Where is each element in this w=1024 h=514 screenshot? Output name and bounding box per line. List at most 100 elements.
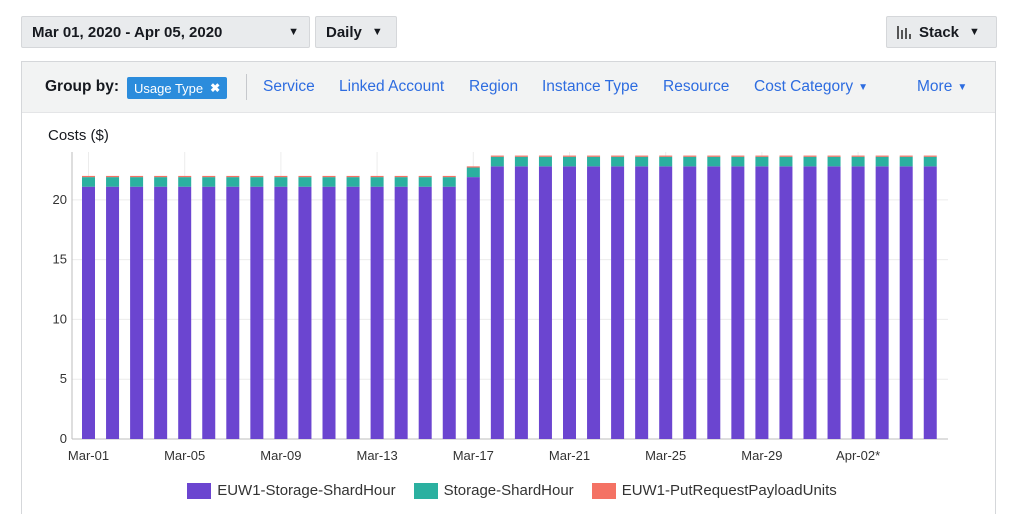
group-option-instance-type[interactable]: Instance Type <box>542 78 639 95</box>
bar-segment-storage-shardhour[interactable] <box>731 156 745 167</box>
date-range-dropdown[interactable]: Mar 01, 2020 - Apr 05, 2020 ▼ <box>21 16 310 48</box>
bar-segment-storage-shardhour[interactable] <box>755 156 769 167</box>
group-option-resource[interactable]: Resource <box>663 78 730 95</box>
bar-segment-euw1-putrequestpayloadunits[interactable] <box>130 175 144 178</box>
bar-segment-euw1-storage-shardhour[interactable] <box>106 186 120 439</box>
bar-segment-euw1-putrequestpayloadunits[interactable] <box>418 175 432 178</box>
bar-segment-euw1-storage-shardhour[interactable] <box>851 166 865 439</box>
bar-segment-euw1-storage-shardhour[interactable] <box>827 166 841 439</box>
bar-segment-euw1-storage-shardhour[interactable] <box>803 166 817 439</box>
group-by-chip-usage-type[interactable]: Usage Type ✖ <box>127 77 228 99</box>
bar-segment-euw1-storage-shardhour[interactable] <box>563 166 576 439</box>
bar-segment-euw1-storage-shardhour[interactable] <box>130 186 144 439</box>
bar-segment-euw1-storage-shardhour[interactable] <box>683 166 697 439</box>
bar-segment-euw1-storage-shardhour[interactable] <box>178 186 192 439</box>
bar-segment-euw1-storage-shardhour[interactable] <box>659 166 673 439</box>
bar-segment-euw1-putrequestpayloadunits[interactable] <box>298 175 312 178</box>
bar-segment-storage-shardhour[interactable] <box>346 177 360 187</box>
bar-segment-euw1-putrequestpayloadunits[interactable] <box>154 175 168 178</box>
chart-style-dropdown[interactable]: Stack ▼ <box>886 16 997 48</box>
bar-segment-euw1-storage-shardhour[interactable] <box>514 166 528 439</box>
bar-segment-euw1-storage-shardhour[interactable] <box>923 166 937 439</box>
bar-segment-euw1-putrequestpayloadunits[interactable] <box>346 175 360 178</box>
bar-segment-storage-shardhour[interactable] <box>130 177 144 187</box>
bar-segment-euw1-storage-shardhour[interactable] <box>226 186 240 439</box>
group-option-cost-category[interactable]: Cost Category ▼ <box>754 78 868 96</box>
bar-segment-storage-shardhour[interactable] <box>322 177 336 187</box>
bar-segment-euw1-putrequestpayloadunits[interactable] <box>731 155 745 157</box>
bar-segment-euw1-putrequestpayloadunits[interactable] <box>755 155 769 157</box>
bar-segment-euw1-putrequestpayloadunits[interactable] <box>899 155 913 157</box>
close-icon[interactable]: ✖ <box>210 81 221 95</box>
bar-segment-storage-shardhour[interactable] <box>707 156 721 167</box>
bar-segment-euw1-storage-shardhour[interactable] <box>154 186 168 439</box>
bar-segment-storage-shardhour[interactable] <box>82 177 95 187</box>
bar-segment-euw1-putrequestpayloadunits[interactable] <box>394 175 408 178</box>
bar-segment-euw1-putrequestpayloadunits[interactable] <box>635 155 649 157</box>
bar-segment-euw1-putrequestpayloadunits[interactable] <box>202 175 216 178</box>
bar-segment-storage-shardhour[interactable] <box>587 156 601 167</box>
group-option-region[interactable]: Region <box>469 78 519 95</box>
bar-segment-storage-shardhour[interactable] <box>226 177 240 187</box>
bar-segment-euw1-putrequestpayloadunits[interactable] <box>250 175 264 178</box>
bar-segment-storage-shardhour[interactable] <box>106 177 120 187</box>
bar-segment-euw1-putrequestpayloadunits[interactable] <box>875 155 889 157</box>
bar-segment-storage-shardhour[interactable] <box>466 167 480 178</box>
bar-segment-storage-shardhour[interactable] <box>563 156 576 167</box>
legend-item[interactable]: EUW1-Storage-ShardHour <box>187 482 396 499</box>
bar-segment-euw1-storage-shardhour[interactable] <box>875 166 889 439</box>
bar-segment-storage-shardhour[interactable] <box>923 156 937 167</box>
bar-segment-storage-shardhour[interactable] <box>298 177 312 187</box>
bar-segment-euw1-putrequestpayloadunits[interactable] <box>923 155 937 157</box>
bar-segment-euw1-putrequestpayloadunits[interactable] <box>274 175 288 178</box>
bar-segment-euw1-putrequestpayloadunits[interactable] <box>82 175 95 178</box>
bar-segment-storage-shardhour[interactable] <box>394 177 408 187</box>
bar-segment-euw1-storage-shardhour[interactable] <box>442 186 456 439</box>
bar-segment-storage-shardhour[interactable] <box>659 156 673 167</box>
bar-segment-euw1-putrequestpayloadunits[interactable] <box>611 155 625 157</box>
bar-segment-storage-shardhour[interactable] <box>538 156 552 167</box>
bar-segment-euw1-putrequestpayloadunits[interactable] <box>226 175 240 178</box>
bar-segment-storage-shardhour[interactable] <box>514 156 528 167</box>
bar-segment-euw1-storage-shardhour[interactable] <box>322 186 336 439</box>
bar-segment-euw1-storage-shardhour[interactable] <box>274 186 288 439</box>
bar-segment-euw1-storage-shardhour[interactable] <box>611 166 625 439</box>
bar-segment-euw1-storage-shardhour[interactable] <box>635 166 649 439</box>
bar-segment-euw1-storage-shardhour[interactable] <box>899 166 913 439</box>
bar-segment-euw1-storage-shardhour[interactable] <box>298 186 312 439</box>
bar-segment-euw1-storage-shardhour[interactable] <box>82 186 95 439</box>
bar-segment-euw1-storage-shardhour[interactable] <box>755 166 769 439</box>
bar-segment-storage-shardhour[interactable] <box>683 156 697 167</box>
bar-segment-euw1-storage-shardhour[interactable] <box>490 166 504 439</box>
bar-segment-storage-shardhour[interactable] <box>490 156 504 167</box>
bar-segment-euw1-putrequestpayloadunits[interactable] <box>851 155 865 157</box>
bar-segment-storage-shardhour[interactable] <box>274 177 288 187</box>
bar-segment-euw1-putrequestpayloadunits[interactable] <box>563 155 576 157</box>
bar-segment-euw1-storage-shardhour[interactable] <box>250 186 264 439</box>
bar-segment-euw1-putrequestpayloadunits[interactable] <box>106 175 120 178</box>
bar-segment-euw1-storage-shardhour[interactable] <box>538 166 552 439</box>
bar-segment-storage-shardhour[interactable] <box>250 177 264 187</box>
bar-segment-euw1-storage-shardhour[interactable] <box>707 166 721 439</box>
bar-segment-euw1-storage-shardhour[interactable] <box>587 166 601 439</box>
bar-segment-euw1-putrequestpayloadunits[interactable] <box>370 175 384 178</box>
bar-segment-storage-shardhour[interactable] <box>779 156 793 167</box>
legend-item[interactable]: Storage-ShardHour <box>413 482 574 499</box>
bar-segment-euw1-storage-shardhour[interactable] <box>418 186 432 439</box>
bar-segment-storage-shardhour[interactable] <box>803 156 817 167</box>
bar-segment-euw1-storage-shardhour[interactable] <box>202 186 216 439</box>
bar-segment-euw1-putrequestpayloadunits[interactable] <box>779 155 793 157</box>
bar-segment-euw1-putrequestpayloadunits[interactable] <box>178 175 192 178</box>
bar-segment-euw1-putrequestpayloadunits[interactable] <box>538 155 552 157</box>
bar-segment-storage-shardhour[interactable] <box>178 177 192 187</box>
bar-segment-storage-shardhour[interactable] <box>827 156 841 167</box>
bar-segment-euw1-storage-shardhour[interactable] <box>779 166 793 439</box>
bar-segment-storage-shardhour[interactable] <box>899 156 913 167</box>
bar-segment-euw1-storage-shardhour[interactable] <box>370 186 384 439</box>
group-option-service[interactable]: Service <box>263 78 315 95</box>
bar-segment-euw1-storage-shardhour[interactable] <box>346 186 360 439</box>
bar-segment-storage-shardhour[interactable] <box>202 177 216 187</box>
bar-segment-storage-shardhour[interactable] <box>611 156 625 167</box>
bar-segment-euw1-storage-shardhour[interactable] <box>731 166 745 439</box>
bar-segment-storage-shardhour[interactable] <box>635 156 649 167</box>
